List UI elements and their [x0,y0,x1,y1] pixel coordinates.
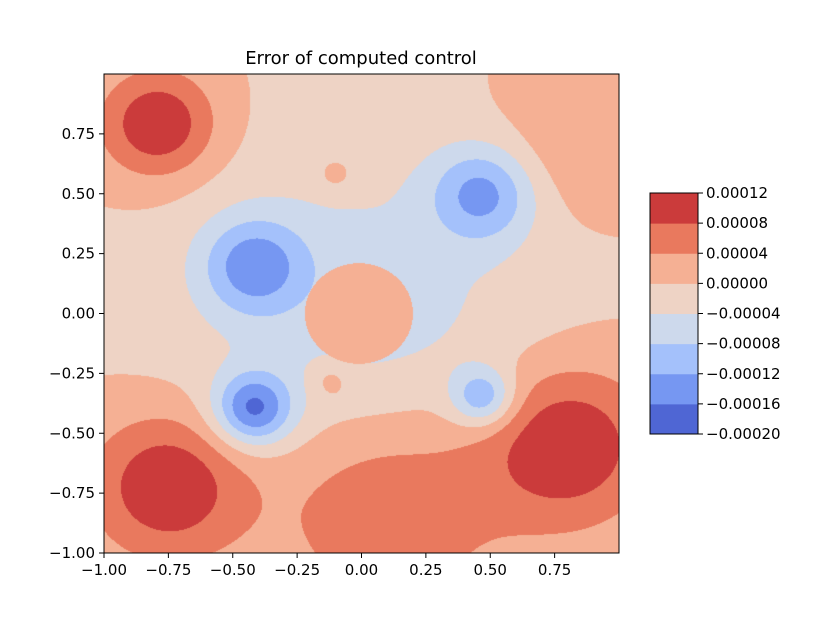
colorbar-band [650,313,698,345]
colorbar-band [650,373,698,405]
colorbar-band [650,223,698,254]
y-tick-label: −0.75 [49,484,95,502]
x-axis: −1.00 −0.75 −0.50 −0.25 0.00 0.25 0.50 0.75 [81,553,571,579]
x-tick-label: 0.75 [538,561,571,579]
y-tick-label: 0.50 [62,185,95,203]
colorbar-tick-label: −0.00008 [706,335,781,353]
colorbar-tick-label: −0.00020 [706,425,781,443]
colorbar: −0.00020 −0.00016 −0.00012 −0.00008 −0.00004… [649,184,781,443]
y-tick-label: −1.00 [49,544,95,562]
chart-title: Error of computed control [245,48,477,69]
x-tick-label: −0.25 [274,561,320,579]
y-tick-label: 0.75 [62,125,95,143]
colorbar-tick-label: 0.00008 [706,214,768,232]
y-tick-label: 0.25 [62,245,95,263]
colorbar-band [650,283,698,314]
plot-area [103,73,620,554]
colorbar-band [650,343,698,375]
colorbar-tick-label: −0.00012 [706,365,781,383]
x-tick-label: −1.00 [81,561,127,579]
colorbar-band [650,403,698,435]
colorbar-tick-label: 0.00012 [706,184,768,202]
contour-fill [104,74,619,553]
x-tick-label: 0.50 [474,561,507,579]
y-tick-label: −0.25 [49,364,95,382]
x-tick-label: 0.25 [409,561,442,579]
colorbar-tick-label: 0.00000 [706,274,768,292]
y-tick-label: −0.50 [49,424,95,442]
y-axis: −1.00 −0.75 −0.50 −0.25 0.00 0.25 0.50 0.75 [49,125,104,562]
y-tick-label: 0.00 [62,305,95,323]
colorbar-tick-label: 0.00004 [706,244,768,262]
x-tick-label: 0.00 [345,561,378,579]
colorbar-tick-label: −0.00016 [706,395,781,413]
x-tick-label: −0.75 [145,561,191,579]
colorbar-band [650,253,698,284]
x-tick-label: −0.50 [210,561,256,579]
colorbar-band [650,193,698,224]
colorbar-tick-label: −0.00004 [706,305,781,323]
